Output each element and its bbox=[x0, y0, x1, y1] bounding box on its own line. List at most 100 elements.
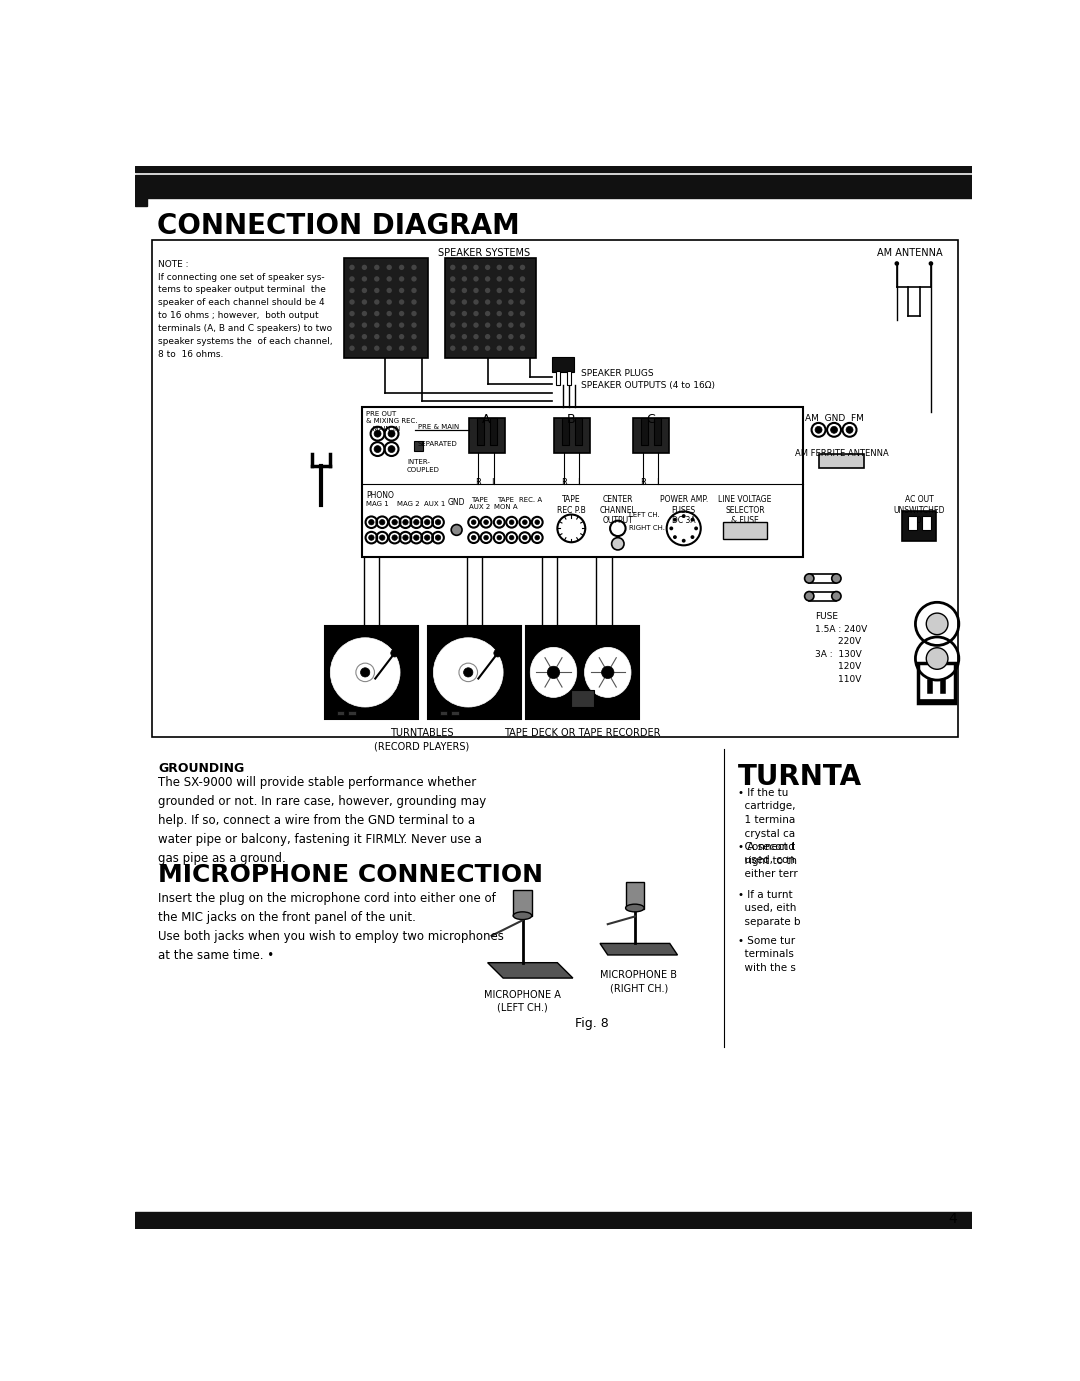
Circle shape bbox=[374, 287, 379, 293]
Text: REC. A: REC. A bbox=[519, 497, 542, 503]
Circle shape bbox=[414, 534, 419, 540]
Bar bbox=[724, 522, 767, 539]
Text: AM FERRITE ANTENNA: AM FERRITE ANTENNA bbox=[795, 449, 889, 458]
Text: R: R bbox=[475, 478, 482, 486]
Bar bbox=[567, 371, 570, 385]
Circle shape bbox=[399, 345, 404, 351]
Circle shape bbox=[374, 265, 379, 271]
Circle shape bbox=[387, 311, 392, 316]
Circle shape bbox=[670, 526, 673, 530]
Circle shape bbox=[519, 265, 525, 271]
Bar bbox=[135, 1217, 972, 1229]
Bar bbox=[556, 371, 559, 385]
Bar bbox=[362, 407, 804, 557]
Circle shape bbox=[694, 526, 698, 530]
Circle shape bbox=[461, 311, 467, 316]
Circle shape bbox=[424, 519, 430, 525]
Circle shape bbox=[497, 300, 502, 305]
Circle shape bbox=[894, 261, 900, 265]
Text: A: A bbox=[482, 413, 490, 425]
Circle shape bbox=[485, 311, 490, 316]
Circle shape bbox=[519, 345, 525, 351]
Bar bbox=[642, 418, 648, 445]
Circle shape bbox=[473, 322, 478, 327]
Circle shape bbox=[509, 311, 514, 316]
Text: INTER-
COUPLED: INTER- COUPLED bbox=[407, 458, 440, 472]
Circle shape bbox=[411, 265, 417, 271]
Circle shape bbox=[509, 345, 514, 351]
Bar bbox=[809, 574, 836, 583]
Circle shape bbox=[463, 668, 473, 677]
Circle shape bbox=[681, 514, 686, 518]
Circle shape bbox=[461, 300, 467, 305]
Text: LINE VOLTAGE
SELECTOR
& FUSE: LINE VOLTAGE SELECTOR & FUSE bbox=[718, 496, 771, 525]
Circle shape bbox=[349, 276, 354, 282]
Text: CENTER
CHANNEL
OUTPUT: CENTER CHANNEL OUTPUT bbox=[599, 496, 636, 525]
Text: • If the tu
  cartridge,
  1 termina
  crystal ca
  Connect t
  right to th
  ei: • If the tu cartridge, 1 termina crystal… bbox=[738, 789, 798, 880]
Text: R: R bbox=[639, 478, 646, 486]
Circle shape bbox=[509, 287, 514, 293]
Circle shape bbox=[805, 574, 814, 583]
Text: PRE & MAIN: PRE & MAIN bbox=[418, 424, 459, 429]
Circle shape bbox=[461, 287, 467, 293]
Circle shape bbox=[435, 519, 441, 525]
Circle shape bbox=[554, 711, 561, 718]
Circle shape bbox=[411, 287, 417, 293]
Bar bbox=[469, 418, 504, 453]
Bar bbox=[135, 195, 147, 206]
Text: AUX 1: AUX 1 bbox=[424, 501, 445, 507]
Circle shape bbox=[927, 648, 948, 670]
Circle shape bbox=[484, 536, 488, 540]
Bar bbox=[445, 258, 537, 358]
Ellipse shape bbox=[433, 638, 503, 707]
Circle shape bbox=[374, 446, 381, 453]
Circle shape bbox=[485, 276, 490, 282]
Circle shape bbox=[450, 311, 456, 316]
Circle shape bbox=[399, 300, 404, 305]
Circle shape bbox=[473, 287, 478, 293]
Circle shape bbox=[374, 431, 381, 438]
Bar bbox=[337, 711, 345, 715]
Bar bbox=[135, 175, 972, 197]
Circle shape bbox=[411, 345, 417, 351]
Circle shape bbox=[690, 536, 694, 539]
Circle shape bbox=[831, 427, 837, 434]
Circle shape bbox=[451, 525, 462, 536]
Circle shape bbox=[519, 311, 525, 316]
Text: AM  GND  FM: AM GND FM bbox=[805, 414, 864, 424]
Circle shape bbox=[349, 311, 354, 316]
Text: TURNTABLES
(RECORD PLAYERS): TURNTABLES (RECORD PLAYERS) bbox=[374, 728, 470, 751]
Bar bbox=[809, 591, 836, 601]
Circle shape bbox=[535, 536, 540, 540]
Text: POWER AMP.
FUSES
DC 3A: POWER AMP. FUSES DC 3A bbox=[660, 496, 707, 525]
Circle shape bbox=[374, 300, 379, 305]
Circle shape bbox=[611, 537, 624, 550]
Text: B: B bbox=[567, 413, 576, 425]
Circle shape bbox=[388, 431, 395, 438]
Bar bbox=[918, 663, 955, 703]
Circle shape bbox=[361, 668, 369, 677]
Circle shape bbox=[473, 265, 478, 271]
Circle shape bbox=[929, 261, 933, 265]
Bar bbox=[451, 711, 459, 715]
Circle shape bbox=[485, 265, 490, 271]
Circle shape bbox=[403, 519, 408, 525]
Bar bbox=[625, 882, 644, 909]
Circle shape bbox=[368, 534, 374, 540]
Circle shape bbox=[673, 518, 677, 522]
Circle shape bbox=[388, 446, 395, 453]
Circle shape bbox=[497, 345, 502, 351]
Circle shape bbox=[374, 322, 379, 327]
Circle shape bbox=[349, 265, 354, 271]
Bar bbox=[526, 626, 638, 718]
Circle shape bbox=[846, 427, 853, 434]
Bar bbox=[414, 441, 423, 452]
Bar bbox=[918, 699, 955, 703]
Circle shape bbox=[392, 534, 397, 540]
Circle shape bbox=[473, 276, 478, 282]
Circle shape bbox=[387, 265, 392, 271]
Circle shape bbox=[608, 711, 615, 718]
Text: MAG 1: MAG 1 bbox=[366, 501, 389, 507]
Circle shape bbox=[473, 311, 478, 316]
Circle shape bbox=[435, 534, 441, 540]
